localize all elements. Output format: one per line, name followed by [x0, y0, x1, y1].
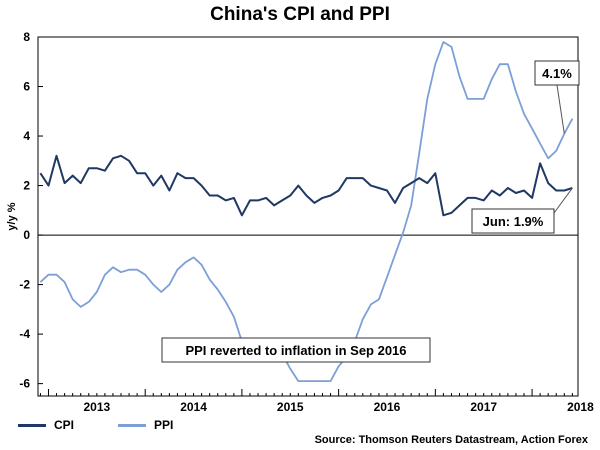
- annotation-cpi-box: [471, 208, 555, 234]
- y-tick-label: -6: [19, 377, 30, 391]
- legend-ppi-swatch: [118, 423, 146, 427]
- annotation-ppi-box: [534, 60, 580, 86]
- chart-title: China's CPI and PPI: [210, 4, 390, 25]
- y-tick-label: 4: [23, 129, 30, 143]
- legend-ppi: PPI: [118, 418, 173, 432]
- x-tick-label: 2014: [180, 400, 207, 414]
- annotation-note-label: PPI reverted to inflation in Sep 2016: [185, 343, 406, 358]
- legend-cpi-label: CPI: [54, 418, 75, 432]
- annotation-note-box: [161, 337, 431, 363]
- annotation-cpi-label: Jun: 1.9%: [483, 214, 544, 229]
- y-tick-label: -2: [19, 278, 30, 292]
- x-tick-label: 2013: [83, 400, 110, 414]
- series-line-cpi: [39, 154, 573, 217]
- y-tick-label: 8: [23, 30, 30, 44]
- x-tick-label: 2015: [277, 400, 304, 414]
- annotation-ppi-label: 4.1%: [542, 66, 572, 81]
- y-tick-label: 0: [23, 228, 30, 242]
- annotation-ppi-leader: [556, 84, 565, 134]
- x-tick-label: 2017: [470, 400, 497, 414]
- legend-ppi-label: PPI: [154, 418, 174, 432]
- source-note: Source: Thomson Reuters Datastream, Acti…: [314, 434, 588, 446]
- annotation-cpi-leader: [553, 187, 573, 214]
- x-tick-label: 2018: [567, 400, 594, 414]
- y-tick-label: -4: [19, 327, 30, 341]
- legend-cpi-swatch: [18, 423, 46, 427]
- y-tick-label: 6: [23, 80, 30, 94]
- legend-cpi: CPI: [18, 418, 74, 432]
- x-tick-label: 2016: [374, 400, 401, 414]
- y-axis-label: y/y %: [6, 202, 18, 230]
- y-tick-label: 2: [23, 179, 30, 193]
